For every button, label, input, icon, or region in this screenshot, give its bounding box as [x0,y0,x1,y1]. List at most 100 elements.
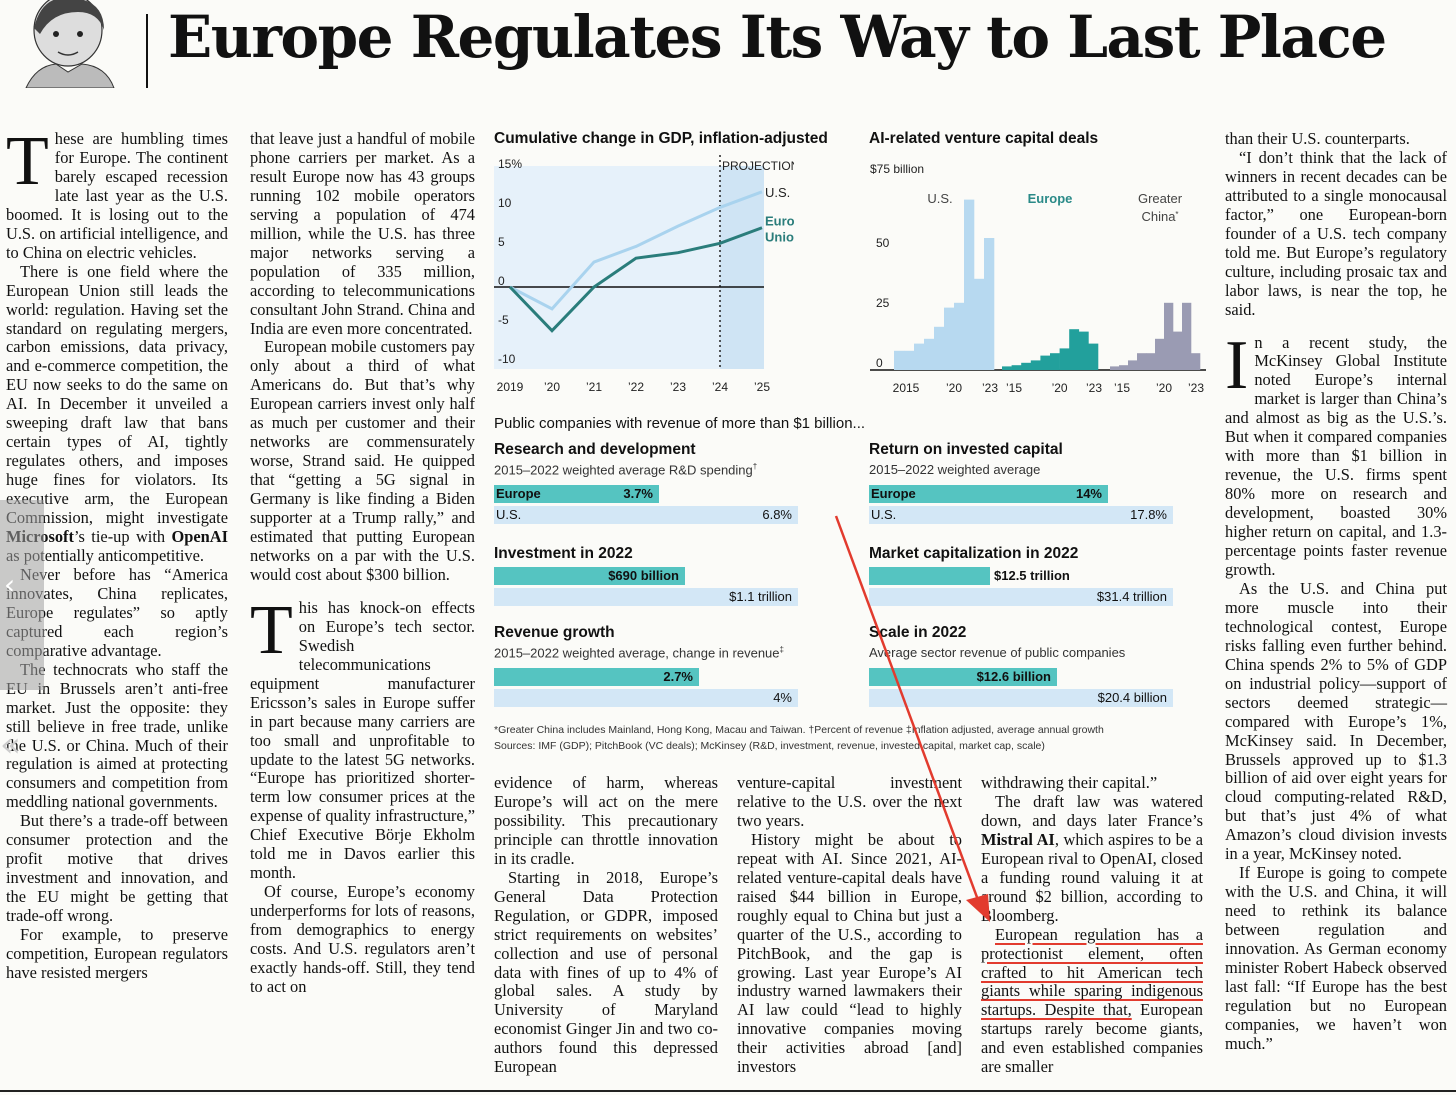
bar-value-label: $12.5 trillion [994,568,1070,583]
vc-x-tick-label: ’23 [982,381,998,395]
vc-bar [1164,302,1174,370]
vc-bar [934,326,945,370]
us-series-label: U.S. [765,185,790,200]
x-tick-label: ’20 [544,380,560,394]
panel-title: Revenue growth [494,624,615,641]
paragraph: But there’s a trade-off between consumer… [6,811,228,926]
vc-bar [1191,353,1201,370]
projections-label: PROJECTIONS [722,159,794,173]
us-series-line [509,190,763,311]
chevron-left-icon[interactable]: ‹ [4,568,16,601]
vc-bar-charts: $75 billion 50 25 0 U.S. 2015 ’20 ’23 Europe ’15 ’… [870,162,1206,395]
drop-cap: T [6,123,49,200]
paragraph: For example, to preserve competition, Eu… [6,925,228,982]
highlighted-passage: European regulation has a protectionist … [981,924,1203,1020]
vc-bar [974,278,985,370]
article-column-5: withdrawing their capital.” The draft la… [981,773,1203,1077]
chart-footnote: *Greater China includes Mainland, Hong K… [494,724,1104,736]
vc-y-tick-label: 25 [876,296,890,310]
bar-value-label: $20.4 billion [1097,690,1167,705]
europe-bar [869,485,1108,503]
footnote-mark: ‡ [779,645,784,654]
us-bar [869,506,1173,524]
y-tick-label: 15% [498,157,522,171]
vc-bar [944,307,955,370]
vc-bar [1173,331,1183,370]
x-tick-label: ’23 [670,380,686,394]
panel-subtitle: 2015–2022 weighted average, change in re… [494,645,784,661]
vc-bar [964,199,975,370]
article-column-3: evidence of harm, whereas Europe’s will … [494,773,718,1077]
vc-bar [1078,331,1089,370]
gdp-plot-background [494,166,764,369]
vc-bar [1021,362,1032,370]
drop-cap: I [1225,326,1249,404]
x-tick-label: ’22 [628,380,644,394]
vc-x-tick-label: 2015 [893,381,920,395]
europe-bar [494,567,685,585]
double-chevron-left-icon[interactable]: « [0,725,21,765]
paragraph: History might be about to repeat with AI… [737,829,962,1077]
paragraph: As the U.S. and China put more muscle in… [1225,578,1447,864]
bottom-rule [0,1090,1456,1092]
annotation-arrow [834,515,990,922]
panel-subtitle: 2015–2022 weighted average R&D spending† [494,462,758,478]
bar-category-label: U.S. [871,507,897,522]
x-tick-label: ’24 [712,380,728,394]
panel-subtitle: Average sector revenue of public compani… [869,645,1126,660]
europe-bar [869,668,1057,686]
eu-series-label: European [765,214,794,229]
us-bar [869,588,1173,606]
bar-value-label: 2.7% [663,669,693,684]
vc-bar [924,338,935,370]
eu-series-line [508,226,763,333]
paragraph: If Europe is going to compete with the U… [1225,863,1447,1053]
bar-value-label: 6.8% [762,507,792,522]
bar-value-label: 17.8% [1130,507,1167,522]
vc-bar [914,343,925,370]
panel-title: Market capitalization in 2022 [869,545,1079,562]
vc-bar [1128,360,1138,370]
headline: Europe Regulates Its Way to Last Place [168,3,1387,71]
panel-title: Investment in 2022 [494,545,633,562]
europe-bar [869,567,990,585]
panel-subtitle: 2015–2022 weighted average [869,462,1041,477]
company-mistral: Mistral AI [981,829,1055,849]
page-turn-handle[interactable] [0,500,44,690]
y-tick-label: 0 [498,274,505,288]
bar-value-label: 3.7% [623,486,653,501]
paragraph: The technocrats who staff the EU in Brus… [6,659,228,812]
paragraph: There is one field where the European Un… [6,261,228,565]
vc-bar [894,350,905,370]
company-openai: OpenAI [171,527,228,547]
vc-bar [954,302,965,370]
paragraph: “I don’t think that the lack of winners … [1225,147,1447,319]
vc-x-tick-label: ’15 [1114,381,1130,395]
paragraph: n a recent study, the McKinsey Global In… [1225,332,1447,579]
paragraph: evidence of harm, whereas Europe’s will … [494,773,718,868]
us-bar [494,689,798,707]
gdp-chart-title: Cumulative change in GDP, inflation-adju… [494,130,828,147]
projection-shading [720,166,764,369]
paragraph: than their U.S. counterparts. [1225,129,1410,148]
drop-cap: T [250,591,293,669]
vc-bar [1011,365,1022,370]
vc-x-tick-label: ’20 [946,381,962,395]
vc-bar [1119,365,1129,370]
us-bar [869,689,1173,707]
vc-panel-label: Greater [1138,191,1183,206]
x-tick-label: 2019 [497,380,524,394]
bar-value-label: 14% [1075,486,1102,501]
vc-bar [1182,302,1192,370]
vc-bar [1069,329,1080,370]
gdp-line-chart: PROJECTIONS 15% 10 5 0 -5 -10 2019 ’20 ’21 ’22 ’23 ’… [494,155,794,394]
x-tick-label: ’25 [754,380,770,394]
vc-bar [1088,343,1099,370]
article-column-4: venture-capital investment relative to t… [737,773,962,1077]
panel-title: Return on invested capital [869,441,1063,458]
vc-panel-label-line2: China* [1141,209,1178,224]
vc-y-tick-label: 50 [876,236,890,250]
bar-category-label: Europe [496,486,541,501]
paragraph: withdrawing their capital.” [981,773,1158,792]
